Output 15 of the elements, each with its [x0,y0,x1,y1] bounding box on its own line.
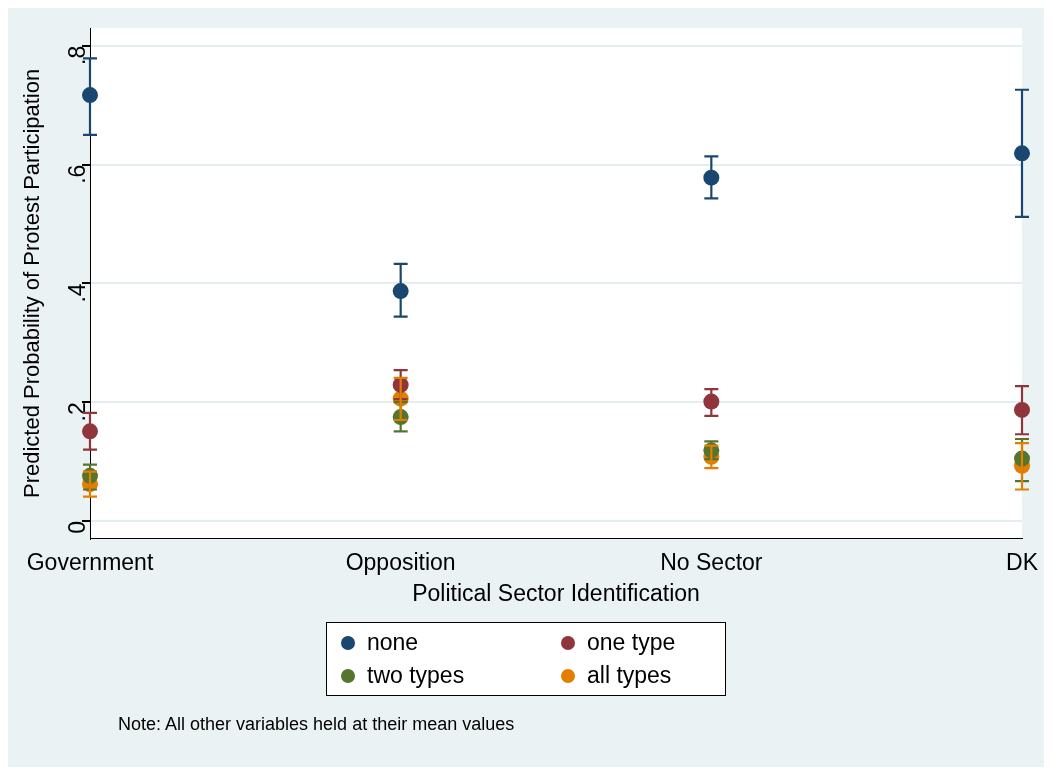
legend-label: all types [587,662,672,689]
x-tick-label: DK [1006,548,1039,575]
x-tick-label: Opposition [345,548,456,575]
y-axis-title: Predicted Probability of Protest Participation [19,68,45,499]
legend-label: two types [367,662,465,689]
x-axis-title: Political Sector Identification [412,579,700,606]
x-tick-label: No Sector [660,548,763,575]
legend-label: none [367,629,419,656]
legend-label: one type [587,629,676,656]
x-tick-label: Government [26,548,154,575]
y-tick-label: .4 [64,283,91,303]
y-tick-label: .6 [64,164,91,184]
y-tick-label: .8 [64,45,91,66]
y-tick-label: 0 [64,520,91,534]
text: Note: All other variables held at their mean values [118,714,516,735]
